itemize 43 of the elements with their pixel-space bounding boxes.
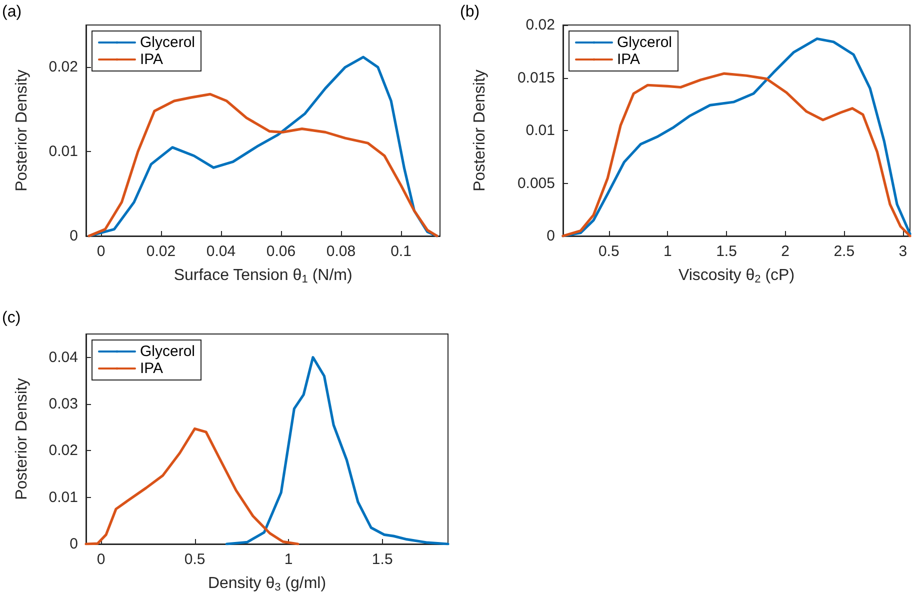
text: (a) — [2, 4, 22, 20]
line-series — [225, 356, 450, 546]
y-tick-label: 0.03 — [48, 396, 78, 412]
line-series — [84, 427, 300, 546]
y-axis-title: Posterior Density — [14, 70, 30, 192]
y-tick-label: 0.02 — [48, 442, 78, 460]
text: (b) — [460, 4, 480, 20]
x-tick-label: 2 — [781, 243, 790, 260]
x-tick-label: 1 — [284, 551, 293, 568]
x-tick-label: 0.04 — [206, 243, 236, 260]
y-tick-label: 0.01 — [48, 488, 78, 506]
x-tick-label: 0.5 — [598, 243, 620, 260]
x-tick-label: 0 — [96, 243, 106, 260]
x-tick-label: 1.5 — [372, 551, 393, 568]
x-tick-label: 2.5 — [834, 243, 855, 260]
y-axis-title: Posterior Density — [14, 378, 30, 500]
legend-label: IPA — [140, 360, 164, 377]
y-tick-label: 0.01 — [526, 122, 555, 139]
x-tick-label: 1 — [664, 243, 672, 260]
x-tick-label: 0.1 — [390, 243, 412, 260]
legend-label: Glycerol — [140, 34, 196, 51]
legend-label: IPA — [140, 51, 164, 68]
x-tick-label: 0.5 — [184, 551, 206, 568]
x-tick-label: 0 — [96, 551, 106, 568]
y-tick-label: 0.005 — [517, 174, 555, 192]
x-tick-label: 0.08 — [326, 243, 356, 260]
text: (c) — [2, 310, 21, 326]
x-tick-label: 1.5 — [716, 243, 737, 260]
y-tick-label: 0.015 — [517, 69, 555, 86]
legend-label: Glycerol — [617, 34, 672, 51]
y-tick-label: 0 — [70, 536, 78, 552]
y-tick-label: 0 — [546, 228, 555, 244]
legend-label: Glycerol — [140, 343, 196, 360]
y-tick-label: 0.02 — [526, 16, 555, 34]
y-axis-title: Posterior Density — [472, 70, 488, 192]
y-tick-label: 0 — [70, 228, 78, 244]
y-tick-label: 0.04 — [48, 348, 78, 366]
y-tick-label: 0.02 — [48, 58, 78, 76]
y-tick-label: 0.01 — [48, 143, 78, 160]
x-tick-label: 3 — [898, 243, 908, 260]
x-tick-label: 0.06 — [266, 243, 296, 260]
legend-label: IPA — [617, 51, 640, 68]
x-tick-label: 0.02 — [146, 243, 176, 260]
